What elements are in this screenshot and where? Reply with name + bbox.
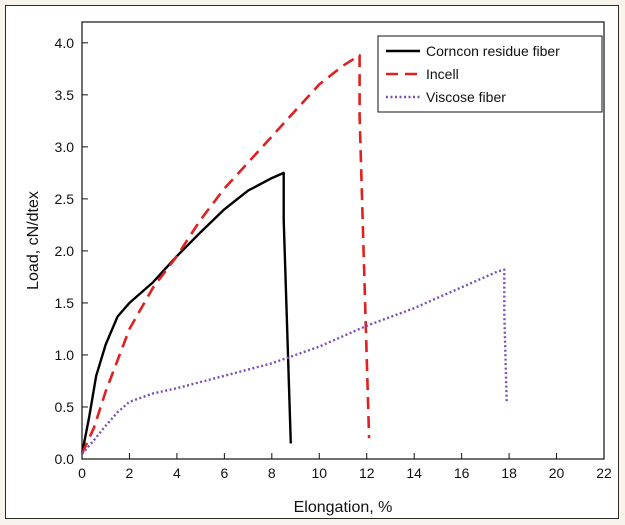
- x-axis-label: Elongation, %: [294, 499, 393, 516]
- y-tick-label: 3.0: [55, 139, 75, 155]
- plot-border: [81, 21, 605, 460]
- x-tick-label: 10: [311, 465, 327, 481]
- y-tick-label: 1.0: [55, 347, 75, 363]
- y-axis-label: Load, cN/dtex: [25, 191, 42, 290]
- x-tick-label: 14: [406, 465, 422, 481]
- x-tick-label: 6: [220, 465, 228, 481]
- x-tick-label: 0: [78, 465, 86, 481]
- x-tick-label: 4: [173, 465, 181, 481]
- legend-item-viscose: Viscose fiber: [386, 89, 506, 105]
- legend-item-incell: Incell: [386, 66, 459, 82]
- legend-label-incell: Incell: [426, 66, 459, 82]
- series-line-corncon: [80, 171, 292, 455]
- axis-ticks: 0 2 4 6 8 10 12 14 16 18 20 22 0.0 0.5 1.0 1.5 2.0 2.5 3.0…: [55, 35, 612, 481]
- y-tick-label: 2.0: [55, 243, 75, 259]
- y-tick-label: 0.0: [55, 451, 75, 467]
- legend-label-viscose: Viscose fiber: [426, 89, 506, 105]
- legend: Corncon residue fiber Incell Viscose fib…: [377, 35, 603, 113]
- series-lines: [80, 53, 508, 455]
- legend-label-corncon: Corncon residue fiber: [426, 43, 560, 59]
- series-line-viscose: [81, 268, 508, 455]
- x-tick-label: 18: [501, 465, 517, 481]
- x-tick-label: 20: [549, 465, 565, 481]
- y-tick-label: 0.5: [55, 399, 75, 415]
- x-tick-label: 8: [268, 465, 276, 481]
- y-tick-label: 3.5: [55, 87, 75, 103]
- x-tick-label: 12: [359, 465, 375, 481]
- y-tick-label: 4.0: [55, 35, 75, 51]
- legend-item-corncon: Corncon residue fiber: [386, 43, 560, 59]
- series-line-incell: [80, 53, 371, 455]
- y-tick-label: 1.5: [55, 295, 75, 311]
- x-tick-label: 2: [126, 465, 134, 481]
- x-tick-label: 16: [454, 465, 470, 481]
- y-tick-label: 2.5: [55, 191, 75, 207]
- x-tick-label: 22: [596, 465, 612, 481]
